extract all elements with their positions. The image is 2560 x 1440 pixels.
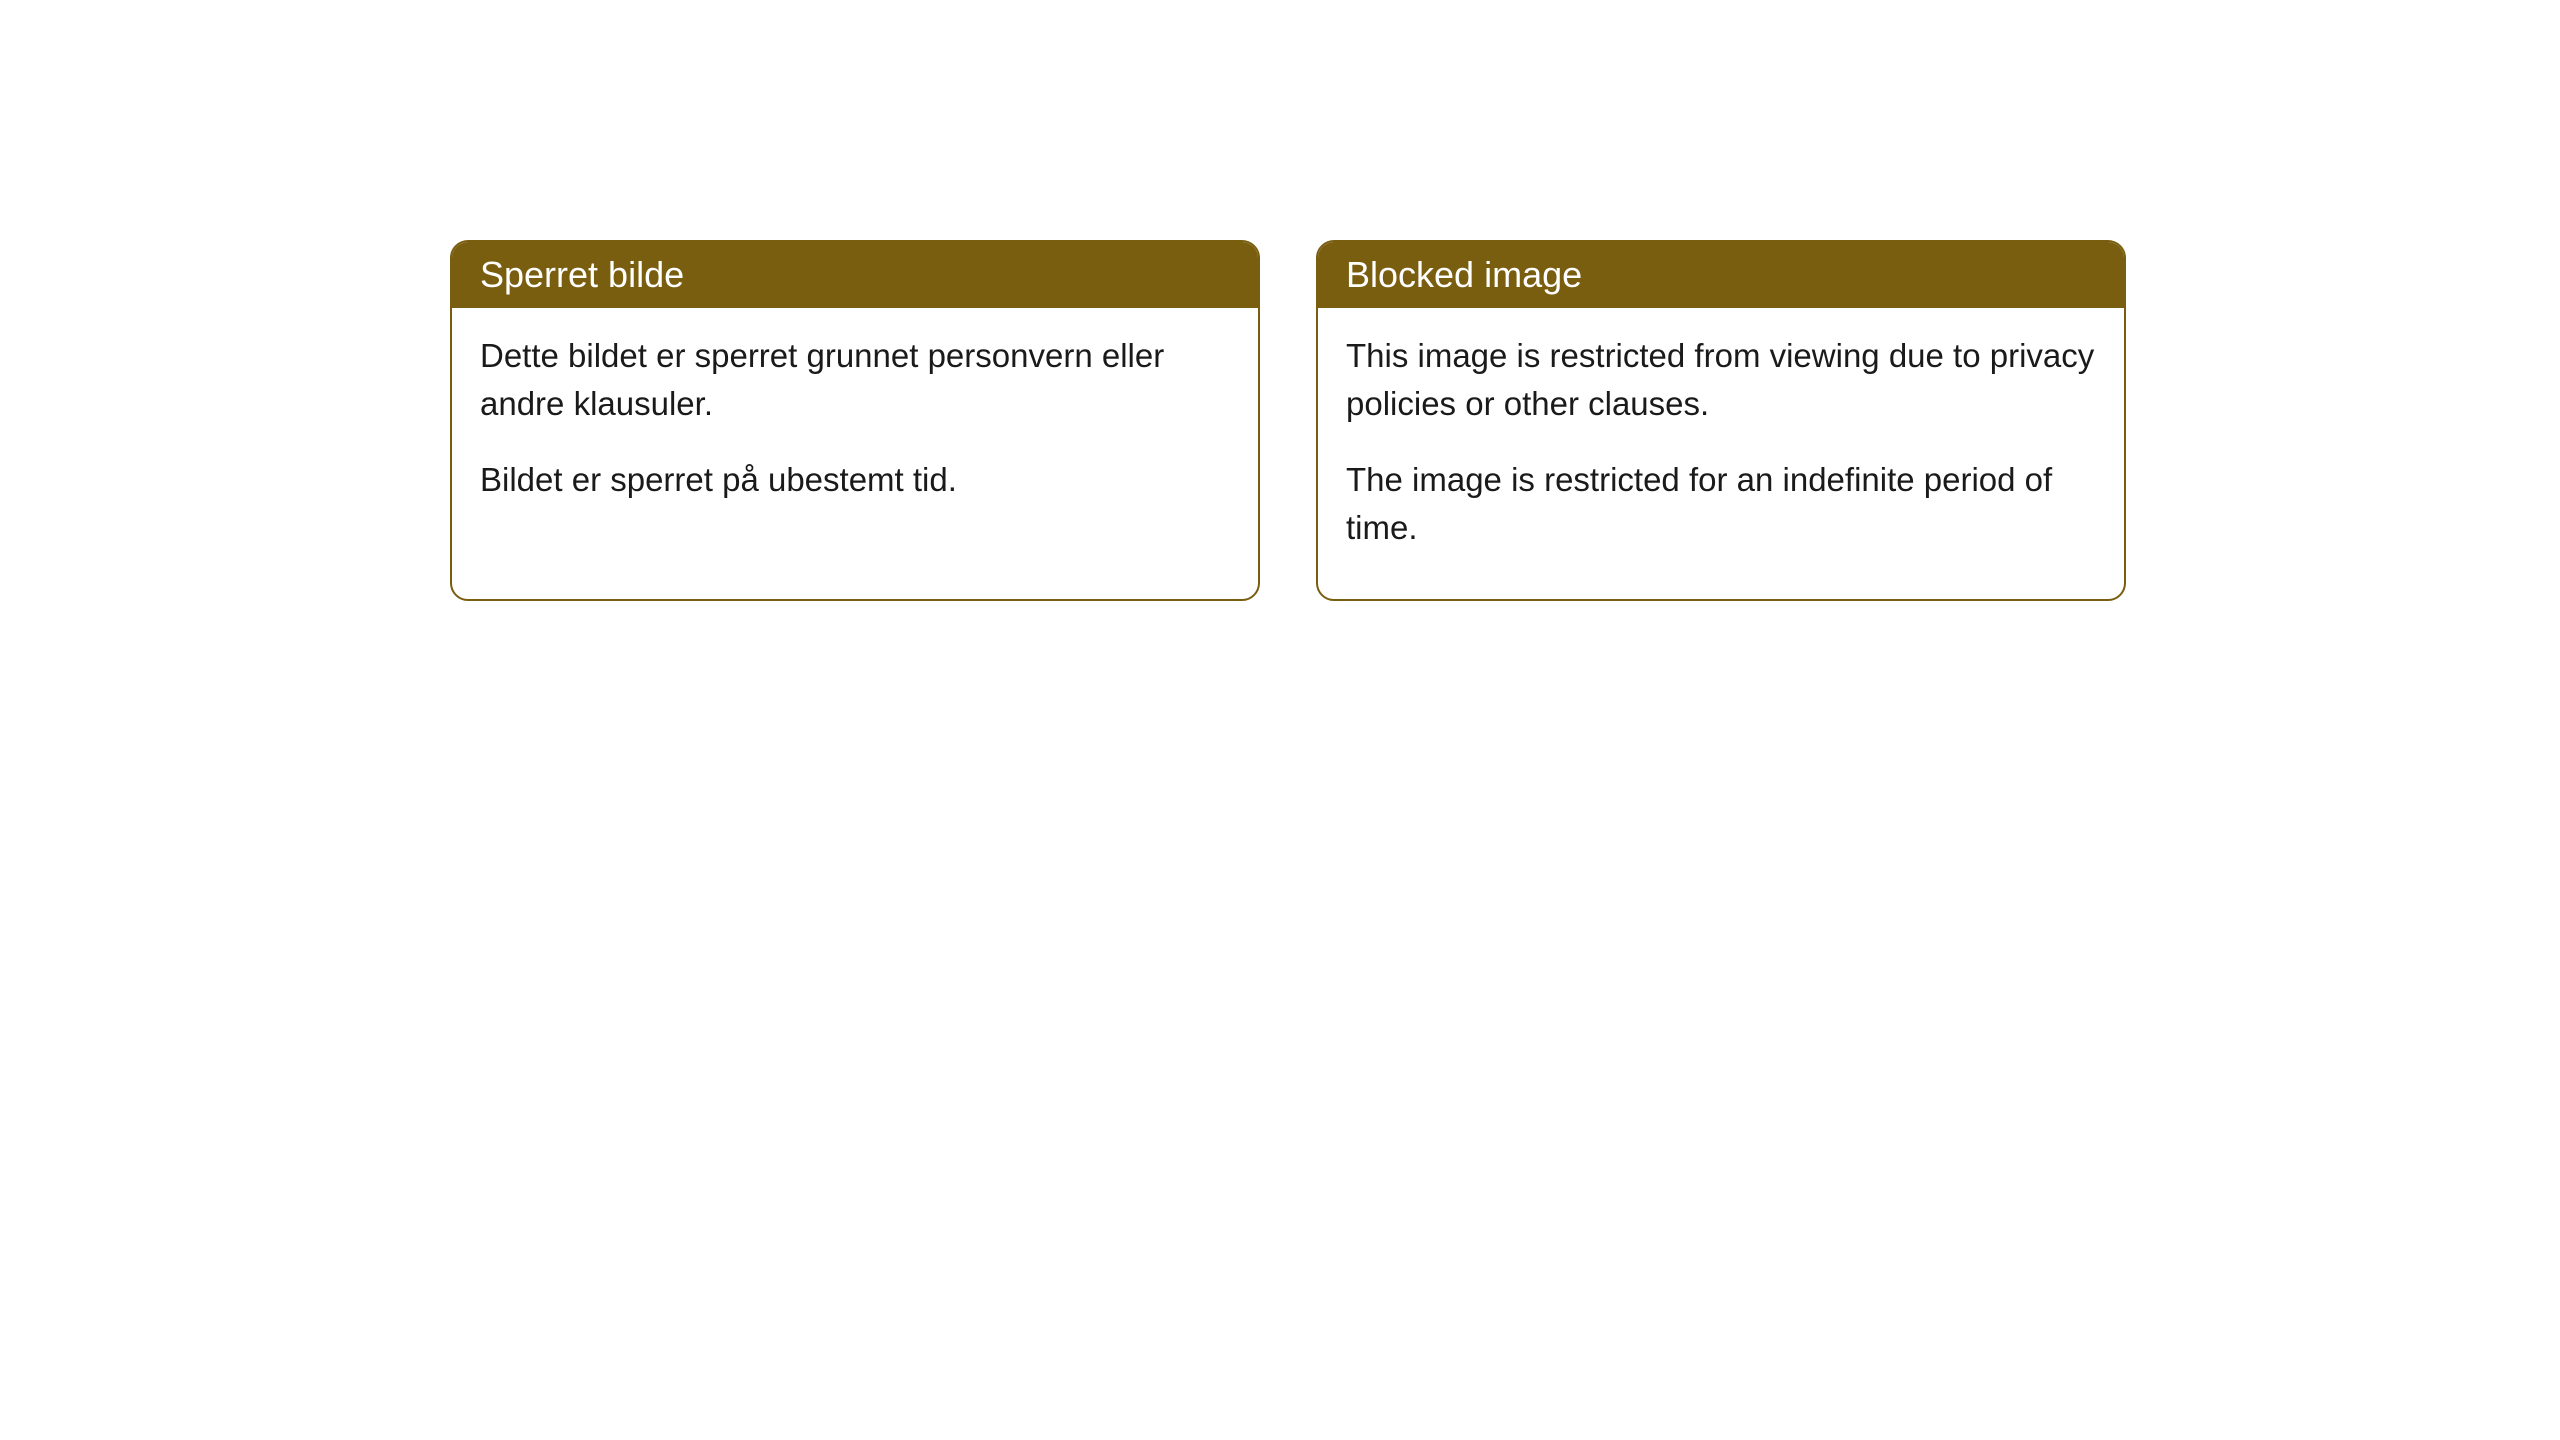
card-body: This image is restricted from viewing du…	[1318, 308, 2124, 599]
card-paragraph: Bildet er sperret på ubestemt tid.	[480, 456, 1230, 504]
card-body: Dette bildet er sperret grunnet personve…	[452, 308, 1258, 552]
card-paragraph: This image is restricted from viewing du…	[1346, 332, 2096, 428]
notice-card-norwegian: Sperret bilde Dette bildet er sperret gr…	[450, 240, 1260, 601]
card-title: Sperret bilde	[480, 254, 684, 295]
notice-card-english: Blocked image This image is restricted f…	[1316, 240, 2126, 601]
card-paragraph: The image is restricted for an indefinit…	[1346, 456, 2096, 552]
notice-container: Sperret bilde Dette bildet er sperret gr…	[450, 240, 2126, 601]
card-header: Blocked image	[1318, 242, 2124, 308]
card-paragraph: Dette bildet er sperret grunnet personve…	[480, 332, 1230, 428]
card-header: Sperret bilde	[452, 242, 1258, 308]
card-title: Blocked image	[1346, 254, 1582, 295]
